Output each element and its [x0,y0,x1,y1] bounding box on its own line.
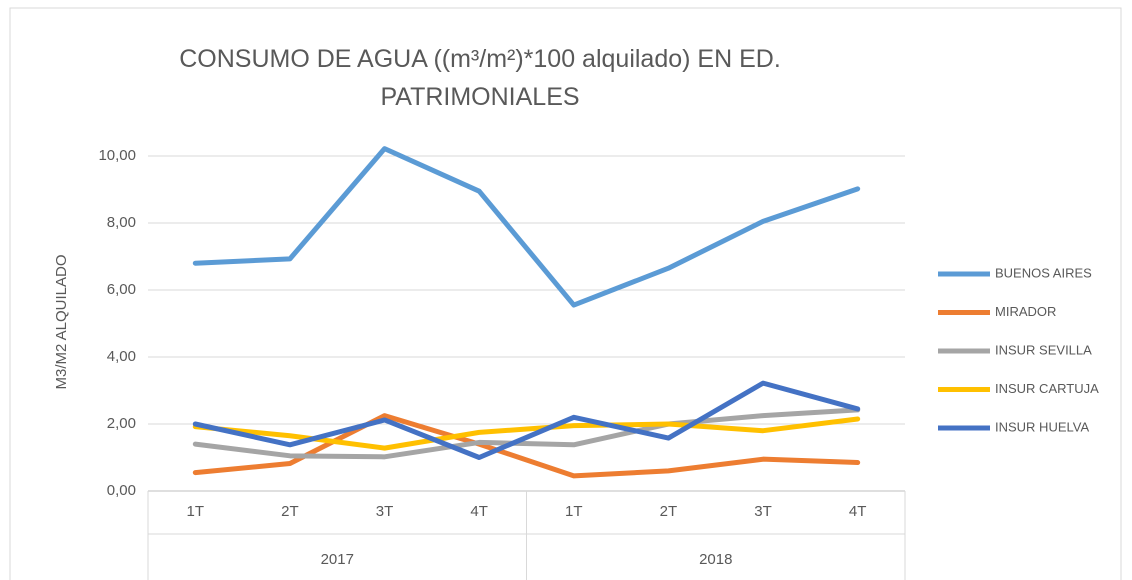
x-tick-label: 2T [281,503,299,520]
legend-label: INSUR SEVILLA [995,342,1092,357]
y-axis-label: M3/M2 ALQUILADO [53,254,70,389]
y-tick-label: 4,00 [107,348,136,365]
x-tick-label: 4T [470,503,488,520]
y-tick-label: 0,00 [107,482,136,499]
x-tick-label: 3T [754,503,772,520]
x-tick-label: 2T [660,503,678,520]
x-group-label: 2018 [699,551,732,568]
y-tick-label: 10,00 [98,147,136,164]
x-tick-label: 1T [187,503,205,520]
series-line [192,380,861,460]
chart-border [9,7,1122,580]
x-tick-label: 3T [376,503,394,520]
y-tick-label: 6,00 [107,281,136,298]
legend-label: MIRADOR [995,304,1056,319]
x-tick-label: 4T [849,503,867,520]
legend-label: INSUR HUELVA [995,419,1089,434]
series-line [192,146,861,308]
chart-title: CONSUMO DE AGUA ((m³/m²)*100 alquilado) … [179,45,781,111]
legend-label: BUENOS AIRES [995,265,1092,280]
series-line [192,407,861,460]
y-tick-label: 8,00 [107,214,136,231]
legend-label: INSUR CARTUJA [995,381,1099,396]
x-group-label: 2017 [321,551,354,568]
x-tick-label: 1T [565,503,583,520]
y-tick-label: 2,00 [107,415,136,432]
series-line [192,416,861,451]
